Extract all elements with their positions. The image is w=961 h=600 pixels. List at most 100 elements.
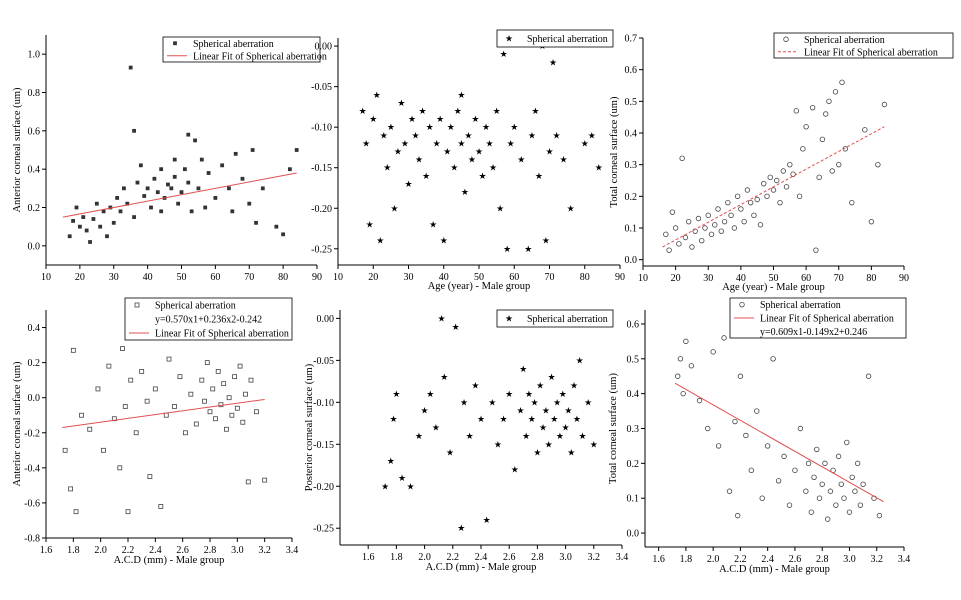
- data-point: [767, 174, 773, 181]
- x-tick-label: 50: [474, 272, 484, 283]
- data-point: [715, 443, 722, 449]
- data-point: ★: [578, 431, 586, 441]
- data-point: [790, 171, 796, 177]
- data-point: ★: [421, 406, 429, 416]
- x-tick-label: 3.2: [870, 554, 883, 565]
- data-point: [177, 374, 183, 380]
- x-tick-label: 3.2: [258, 545, 271, 556]
- data-point: [702, 225, 708, 231]
- chart-panel-5: 1.6 1.8 2.0 2.2 2.4 2.6 2.8 3.0 3.2 3.4 0.00 -0.05 -…: [304, 309, 628, 573]
- x-tick-label: 30: [109, 272, 119, 283]
- data-point: [199, 157, 204, 162]
- data-point: [262, 477, 268, 483]
- data-point: [816, 495, 823, 501]
- data-point: [77, 224, 82, 229]
- data-point: [679, 155, 685, 162]
- data-point: ★: [576, 355, 584, 365]
- data-point: [800, 146, 806, 152]
- data-point: [669, 209, 676, 215]
- y-tick-label: -0.10: [311, 123, 332, 134]
- data-point: [232, 374, 238, 380]
- data-point: [780, 168, 786, 174]
- x-axis-title: Age (year) - Male group: [722, 282, 825, 293]
- data-point: [245, 479, 251, 485]
- y-axis-title: Anterior corneal surface (um): [12, 361, 23, 487]
- data-point: ★: [426, 122, 434, 132]
- data-point: [868, 218, 875, 225]
- data-point: [743, 432, 749, 439]
- data-point: [712, 222, 718, 228]
- data-point: [179, 190, 184, 195]
- x-axis-title: Age (year) - Male group: [428, 281, 531, 292]
- chart-panel-3: 10 20 30 40 50 60 70 80 900.00.10.20.30.40.50.60…: [609, 32, 954, 293]
- x-tick-label: 70: [834, 273, 844, 284]
- x-tick-label: 3.0: [843, 554, 856, 565]
- x-axis-title: A.C.D (mm) - Male group: [114, 555, 225, 566]
- data-point: ★: [539, 423, 547, 433]
- data-point: [133, 430, 139, 436]
- data-point: ★: [553, 130, 561, 140]
- data-point: ★: [376, 236, 384, 246]
- data-point: [118, 209, 123, 214]
- data-point: [221, 381, 227, 387]
- data-point: [721, 218, 728, 225]
- y-tick-label: 0.8: [28, 88, 41, 99]
- data-point: ★: [369, 114, 377, 124]
- data-point: [774, 177, 780, 184]
- x-tick-label: 90: [615, 272, 625, 283]
- legend-box: [773, 32, 954, 59]
- legend-marker: ★: [505, 314, 513, 324]
- data-point: [748, 467, 755, 474]
- chart-panel-1: 10 20 30 40 50 60 70 80 90 0.0 0.2 0.4 0.6 0.8 1.0 Ante…: [12, 35, 327, 283]
- data-point: ★: [590, 439, 598, 449]
- data-point: ★: [440, 236, 448, 246]
- y-axis-title: Total corneal surface (um): [609, 96, 620, 207]
- data-point: [73, 509, 79, 515]
- data-point: ★: [471, 381, 479, 391]
- data-point: [233, 151, 238, 156]
- data-point: [808, 509, 815, 515]
- data-point: [172, 174, 177, 179]
- data-point: ★: [457, 138, 465, 148]
- data-point: [240, 176, 245, 181]
- legend-label: Linear Fit of Spherical aberration: [760, 314, 894, 325]
- data-point: [764, 443, 771, 449]
- data-point: [731, 225, 738, 231]
- x-tick-label: 70: [244, 272, 254, 283]
- x-tick-label: 2.0: [707, 554, 720, 565]
- legend-box: [162, 36, 321, 63]
- x-tick-label: 60: [210, 272, 220, 283]
- data-point: [770, 187, 777, 193]
- legend-box: [729, 297, 907, 339]
- x-tick-label: 3.0: [559, 552, 572, 563]
- data-point: ★: [440, 372, 448, 382]
- data-point: [220, 163, 225, 168]
- data-point: [128, 377, 134, 383]
- data-point: ★: [412, 130, 420, 140]
- data-point: [218, 402, 224, 408]
- data-point: [281, 232, 286, 237]
- data-point: [792, 467, 798, 474]
- data-point: ★: [581, 138, 589, 148]
- y-tick-label: -0.20: [313, 482, 334, 493]
- data-point: ★: [408, 114, 416, 124]
- data-point: [188, 391, 194, 397]
- data-point: [838, 481, 844, 487]
- data-point: [128, 65, 133, 70]
- data-point: [819, 481, 825, 487]
- data-point: ★: [507, 138, 515, 148]
- data-point: [876, 512, 883, 519]
- data-point: ★: [528, 414, 536, 424]
- x-tick-label: 2.2: [734, 554, 747, 565]
- data-point: [732, 418, 738, 425]
- data-point: [91, 217, 96, 221]
- y-tick-label: -0.2: [24, 428, 40, 439]
- data-point: ★: [493, 106, 501, 116]
- chart-panel-4: 1.6 1.8 2.0 2.2 2.4 2.6 2.8 3.0 3.2 3.4 0.4 0.2 0.0 -…: [12, 297, 299, 566]
- data-point: ★: [483, 515, 491, 525]
- x-tick-label: 3.4: [286, 545, 299, 556]
- data-point: [125, 509, 131, 515]
- x-tick-label: 3.4: [898, 554, 911, 565]
- y-tick-label: -0.8: [24, 534, 40, 545]
- data-point: [793, 108, 800, 114]
